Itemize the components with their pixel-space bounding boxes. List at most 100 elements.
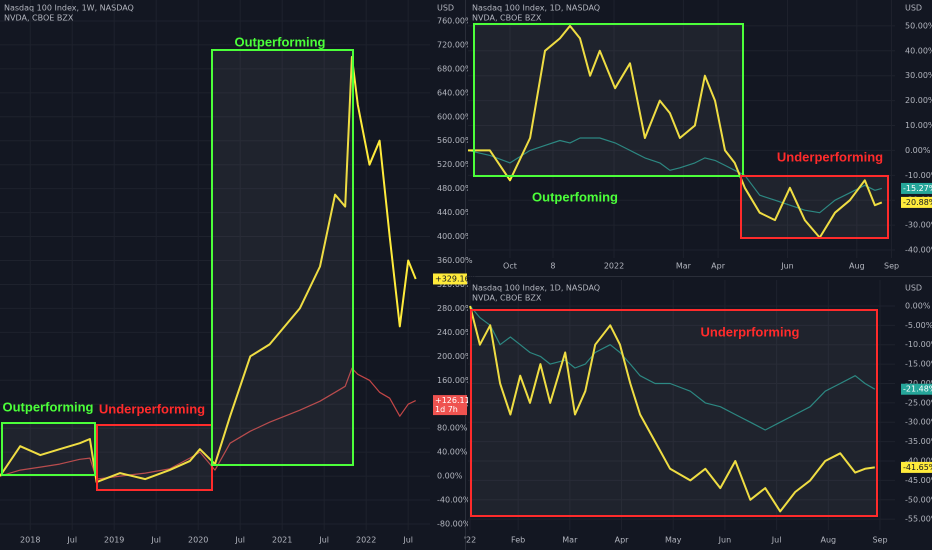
x-tick-label: Mar <box>676 262 692 271</box>
y-tick-label: -55.00% <box>905 515 932 524</box>
legend-entry: NVDA, CBOE BZX <box>472 14 542 23</box>
x-tick-label: Aug <box>821 536 837 545</box>
y-tick-label: 560.00% <box>437 136 473 145</box>
y-tick-label: -35.00% <box>905 437 932 446</box>
annotation-label: Underperforming <box>99 401 205 416</box>
x-tick-label: Sep <box>884 262 899 271</box>
y-tick-label: 480.00% <box>437 184 473 193</box>
last-value-tag <box>901 196 932 208</box>
series-line <box>469 305 876 431</box>
y-tick-label: 80.00% <box>437 424 468 433</box>
series-line <box>0 367 416 480</box>
y-tick-label: 200.00% <box>437 352 473 361</box>
y-tick-label: 280.00% <box>437 304 473 313</box>
x-tick-label: 2018 <box>20 536 40 545</box>
x-tick-label: Feb <box>511 536 525 545</box>
y-tick-label: -10.00% <box>905 171 932 180</box>
y-tick-label: 520.00% <box>437 160 473 169</box>
x-tick-label: Jul <box>150 536 161 545</box>
x-tick-label: Aug <box>849 262 865 271</box>
x-tick-label: 2019 <box>104 536 124 545</box>
y-tick-label: 640.00% <box>437 88 473 97</box>
y-tick-label: -50.00% <box>905 495 932 504</box>
y-tick-label: 0.00% <box>905 146 931 155</box>
y-tick-label: -45.00% <box>905 476 932 485</box>
last-value-label: -41.65% <box>903 463 932 472</box>
y-tick-label: 160.00% <box>437 376 473 385</box>
y-tick-label: -30.00% <box>905 221 932 230</box>
y-tick-label: 0.00% <box>437 472 463 481</box>
legend-entry: NVDA, CBOE BZX <box>4 14 74 23</box>
annotation-label: Outperfoming <box>532 189 618 204</box>
y-tick-label: -10.00% <box>905 340 932 349</box>
y-tick-label: 40.00% <box>437 448 468 457</box>
countdown-label: 1d 7h <box>435 405 458 414</box>
y-tick-label: 40.00% <box>905 46 932 55</box>
y-tick-label: -5.00% <box>905 321 932 330</box>
y-tick-label: 50.00% <box>905 21 932 30</box>
y-axis-unit: USD <box>905 4 922 13</box>
y-tick-label: -15.00% <box>905 360 932 369</box>
y-tick-label: 20.00% <box>905 96 932 105</box>
x-tick-label: Jul <box>402 536 413 545</box>
chart-title: Nasdaq 100 Index, 1W, NASDAQ <box>4 4 134 13</box>
legend-entry: NVDA, CBOE BZX <box>472 294 542 303</box>
x-tick-label: 2022 <box>604 262 624 271</box>
x-tick-label: Jul <box>234 536 245 545</box>
x-tick-label: May <box>665 536 682 545</box>
chart-title: Nasdaq 100 Index, 1D, NASDAQ <box>472 284 600 293</box>
annotation-box <box>473 23 744 177</box>
last-value-tag <box>433 273 467 285</box>
x-tick-label: Jul <box>66 536 77 545</box>
last-value-label: -15.27% <box>903 184 932 193</box>
y-tick-label: 720.00% <box>437 40 473 49</box>
last-value-tag <box>901 383 932 395</box>
last-value-label: +126.11% <box>435 396 478 405</box>
x-tick-label: '22 <box>464 536 476 545</box>
plot-area <box>0 0 430 530</box>
y-tick-label: -80.00% <box>437 520 471 529</box>
y-axis-unit: USD <box>437 4 454 13</box>
x-tick-label: 2020 <box>188 536 208 545</box>
x-tick-label: 2022 <box>356 536 376 545</box>
x-tick-label: Jun <box>718 536 732 545</box>
x-tick-label: 2021 <box>272 536 292 545</box>
x-tick-label: 8 <box>550 262 555 271</box>
y-tick-label: 760.00% <box>437 16 473 25</box>
x-tick-label: Jul <box>318 536 329 545</box>
annotation-box <box>470 309 878 517</box>
series-line <box>467 137 882 214</box>
x-tick-label: Oct <box>503 262 517 271</box>
y-tick-label: -40.00% <box>437 496 471 505</box>
y-tick-label: 240.00% <box>437 328 473 337</box>
y-tick-label: -40.00% <box>905 457 932 466</box>
annotation-label: Underperforming <box>777 149 883 164</box>
y-tick-label: -20.00% <box>905 379 932 388</box>
plot-area <box>468 280 895 530</box>
x-tick-label: Jul <box>771 536 782 545</box>
series-line <box>468 24 883 239</box>
series-line <box>0 55 417 484</box>
y-tick-label: 0.00% <box>905 301 931 310</box>
y-tick-label: 400.00% <box>437 232 473 241</box>
x-tick-label: Mar <box>562 536 578 545</box>
annotation-label: Underprforming <box>701 324 800 339</box>
annotation-box <box>96 424 213 491</box>
x-tick-label: Sep <box>872 536 887 545</box>
annotation-box <box>211 49 354 466</box>
last-value-tag <box>901 182 932 194</box>
y-tick-label: 10.00% <box>905 121 932 130</box>
annotation-box <box>740 175 889 239</box>
y-tick-label: -25.00% <box>905 398 932 407</box>
y-tick-label: 680.00% <box>437 64 473 73</box>
y-tick-label: -40.00% <box>905 246 932 255</box>
last-value-tag <box>433 395 467 416</box>
annotation-label: Outperforming <box>3 399 94 414</box>
last-value-label: -20.88% <box>903 198 932 207</box>
y-axis-unit: USD <box>905 284 922 293</box>
last-value-tag <box>901 461 932 473</box>
x-tick-label: Jun <box>780 262 794 271</box>
annotation-label: Outperforming <box>235 34 326 49</box>
